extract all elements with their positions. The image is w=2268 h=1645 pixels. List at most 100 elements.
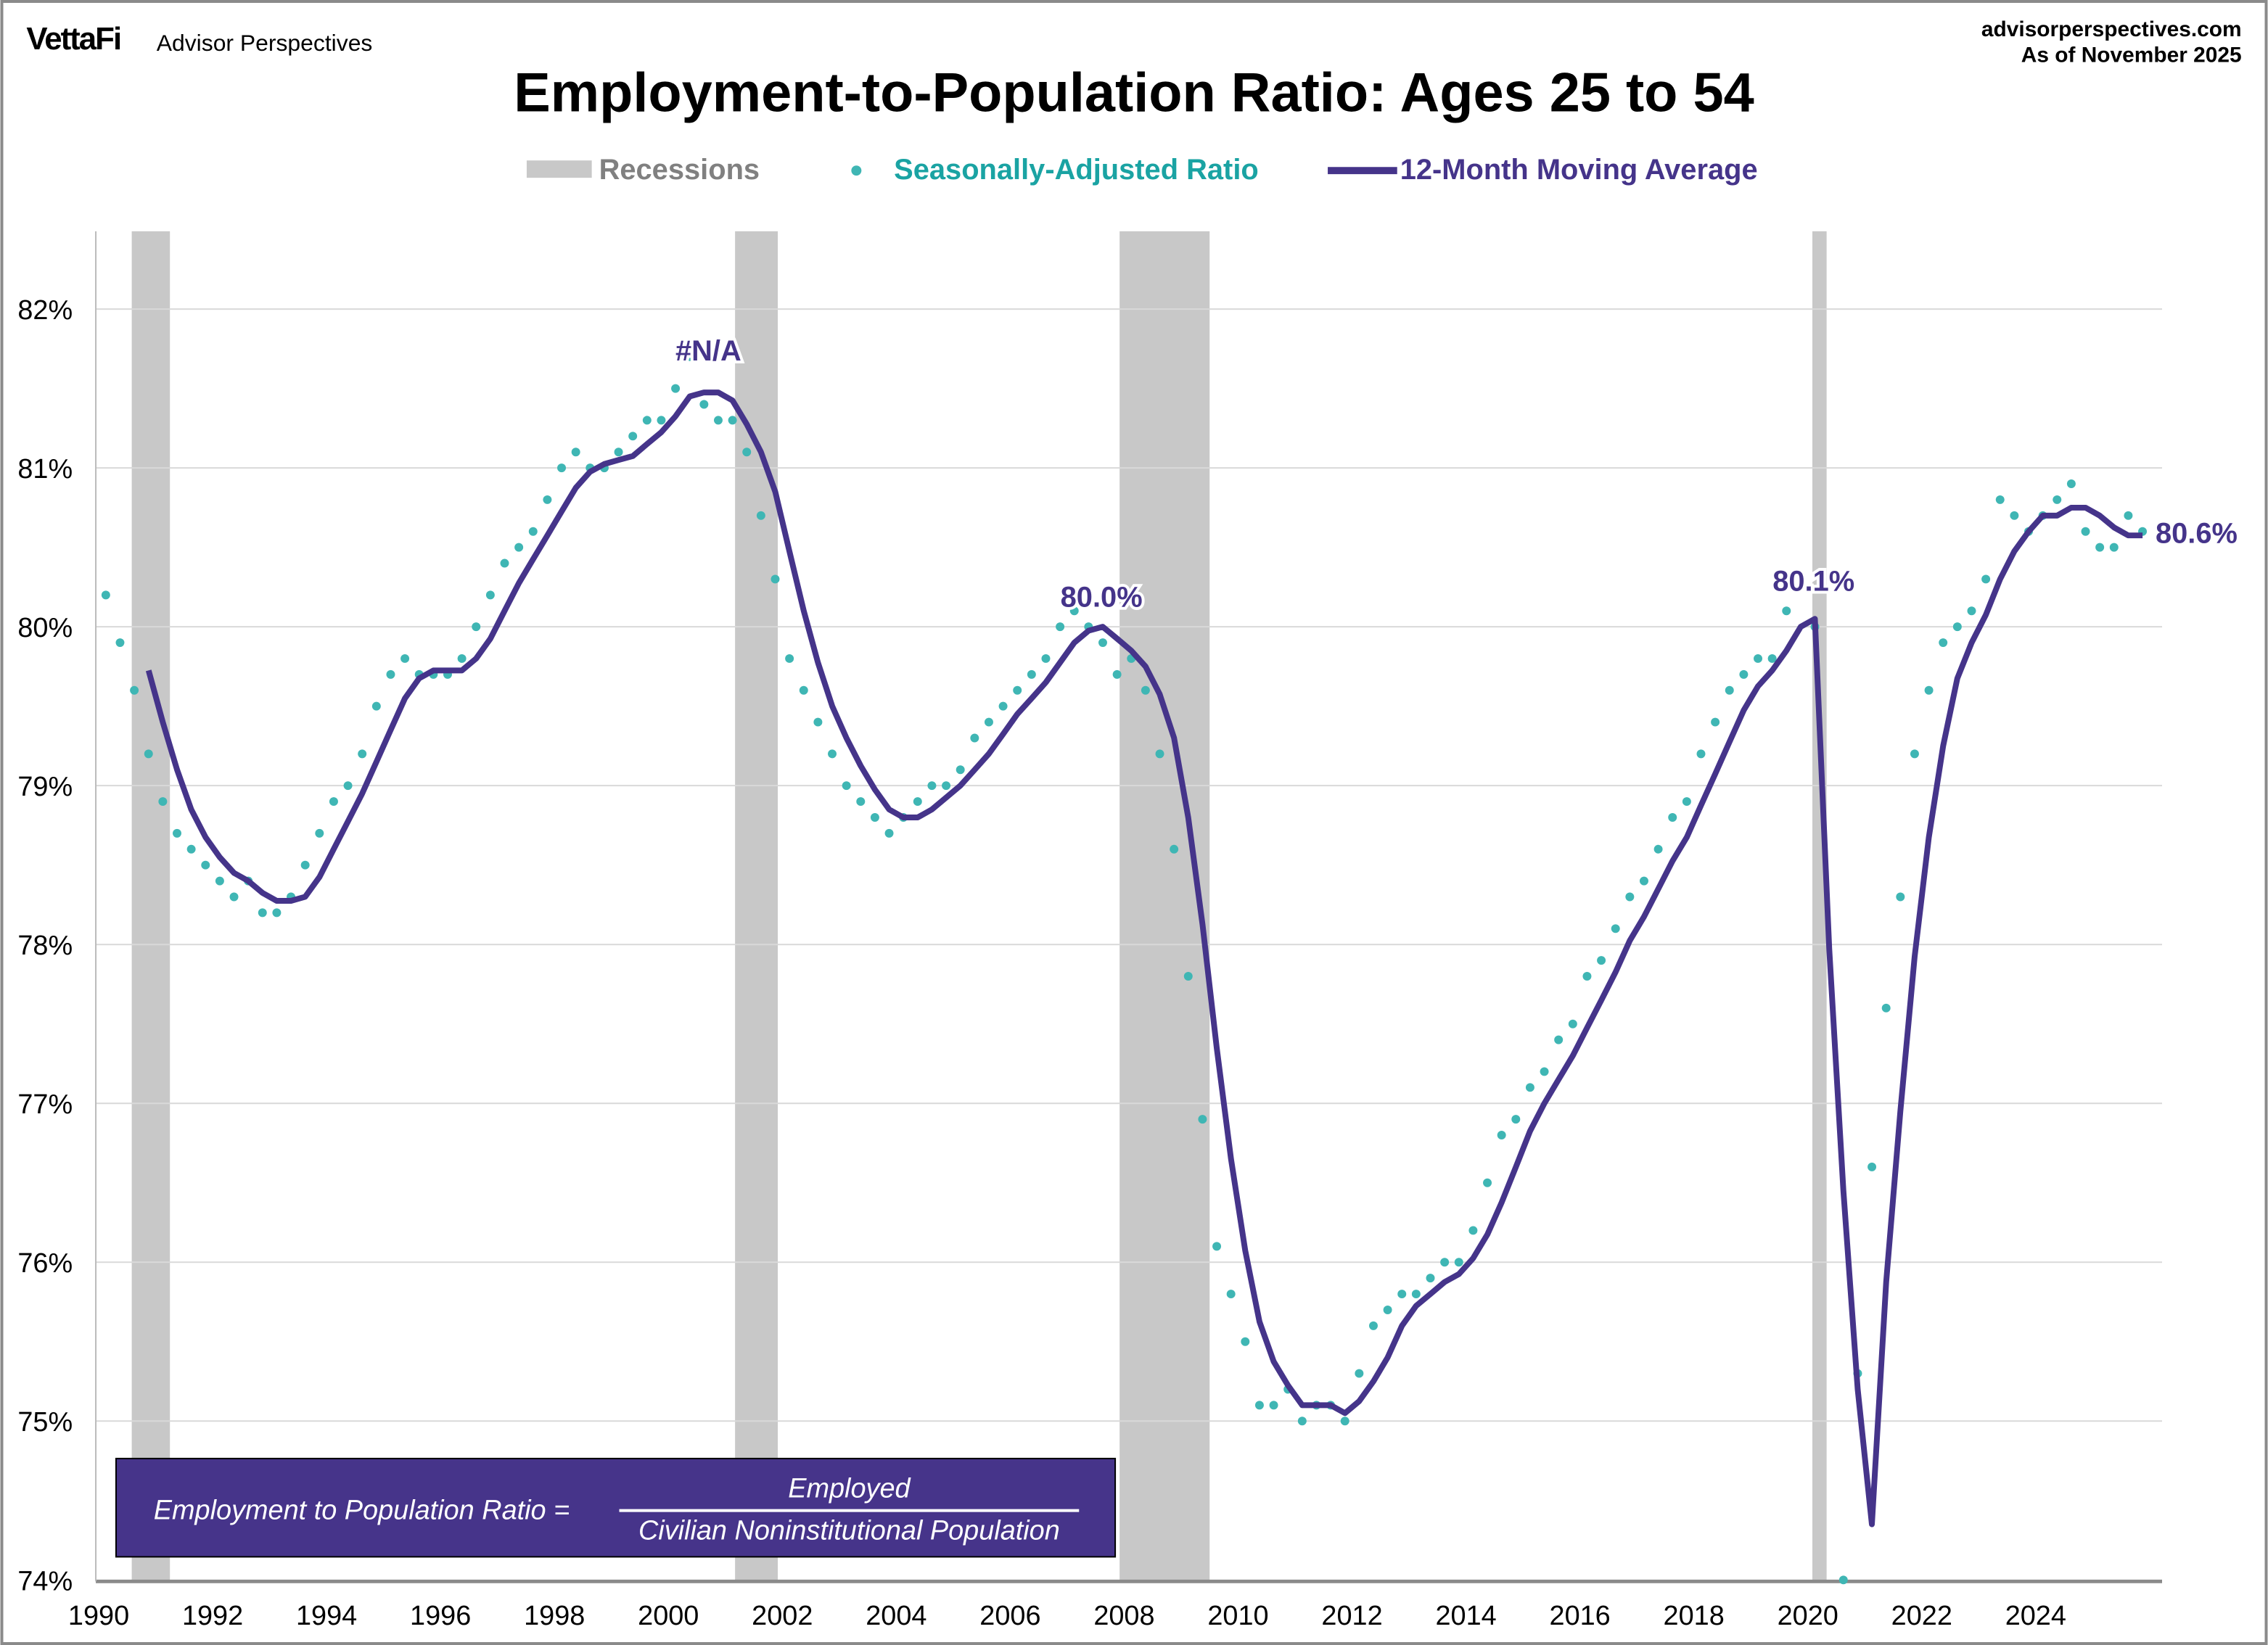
x-tick-label: 2006 — [979, 1601, 1040, 1631]
ratio-dot — [1069, 606, 1079, 616]
y-tick-label: 82% — [17, 295, 73, 326]
ratio-dot — [927, 781, 937, 791]
recession-bands — [131, 231, 1827, 1582]
ratio-dot — [1668, 813, 1677, 822]
ratio-dot — [300, 860, 310, 870]
y-tick-label: 75% — [17, 1407, 73, 1438]
recession-band — [1812, 231, 1827, 1582]
ratio-dot — [1582, 972, 1592, 981]
ratio-dot — [215, 876, 224, 886]
ratio-dot — [1611, 924, 1620, 933]
ratio-dot — [1881, 1003, 1891, 1013]
ratio-dot — [371, 701, 381, 711]
ratio-dot — [756, 511, 765, 520]
x-tick-label: 2004 — [866, 1601, 926, 1631]
legend: Recessions Seasonally-Adjusted Ratio 12-… — [526, 154, 1758, 186]
ratio-dot — [1155, 749, 1164, 759]
ratio-dot — [485, 590, 495, 600]
x-tick-label: 2012 — [1321, 1601, 1382, 1631]
ratio-dot — [884, 828, 894, 838]
formula-box: Employment to Population Ratio = Employe… — [115, 1457, 1117, 1558]
brand-subtitle: Advisor Perspectives — [157, 30, 373, 56]
legend-dot-marker — [851, 165, 862, 176]
ratio-dot — [1397, 1290, 1407, 1299]
ratio-dot — [1725, 685, 1734, 695]
ratio-dot — [1369, 1321, 1378, 1330]
ratio-dot — [329, 797, 338, 807]
ratio-dot — [343, 781, 353, 791]
ratio-dot — [1112, 669, 1122, 679]
ratio-dot — [2081, 527, 2090, 536]
ratio-dot — [1981, 574, 1991, 584]
x-tick-label: 2018 — [1664, 1601, 1725, 1631]
ratio-dot — [1226, 1290, 1236, 1299]
ratio-dot — [1440, 1258, 1450, 1267]
formula-numerator: Employed — [788, 1474, 911, 1504]
annotations: #N/A 80.0% 80.1% 80.6% — [673, 332, 2240, 616]
ratio-dot — [514, 543, 524, 552]
ratio-dot — [1511, 1115, 1521, 1124]
ratio-dot — [272, 908, 282, 918]
ratio-dot — [400, 654, 410, 663]
x-tick-label: 1990 — [68, 1601, 129, 1631]
ratio-dot — [1269, 1401, 1278, 1410]
ratio-dot — [1426, 1274, 1435, 1283]
ratio-dot — [956, 765, 965, 775]
formula-lhs: Employment to Population Ratio = — [154, 1496, 570, 1526]
ratio-dot — [842, 781, 851, 791]
ratio-dot — [528, 527, 538, 536]
ratio-dot — [1597, 956, 1606, 965]
ratio-dot — [1711, 717, 1720, 727]
ratio-dot — [1910, 749, 1919, 759]
ratio-dot — [158, 797, 168, 807]
ratio-dot — [628, 432, 638, 441]
y-tick-label: 81% — [17, 454, 73, 485]
x-tick-label: 2008 — [1093, 1601, 1154, 1631]
as-of-date: As of November 2025 — [2021, 44, 2242, 67]
ratio-dot — [1952, 622, 1962, 632]
ratio-dot — [1525, 1083, 1534, 1092]
ratio-dot — [813, 717, 823, 727]
ratio-dot — [1297, 1417, 1307, 1426]
annotation-label: #N/A — [675, 335, 741, 367]
ratio-dot — [1340, 1417, 1349, 1426]
x-tick-label: 2020 — [1778, 1601, 1838, 1631]
x-tick-label: 1994 — [296, 1601, 357, 1631]
x-tick-label: 2022 — [1891, 1601, 1952, 1631]
ratio-dot — [258, 908, 267, 918]
ratio-dot — [642, 416, 652, 425]
ratio-dot — [657, 416, 666, 425]
ratio-dot — [1739, 669, 1749, 679]
site-url: advisorperspectives.com — [1981, 17, 2242, 41]
ratio-dot — [1383, 1305, 1392, 1314]
annotation-label: 80.0% — [1061, 581, 1143, 613]
ratio-dot — [1554, 1035, 1564, 1044]
ratio-dot — [2066, 479, 2076, 489]
ratio-dot — [1967, 606, 1976, 616]
ratio-dot — [2010, 511, 2019, 520]
ratio-dot — [685, 352, 694, 361]
ratio-dot — [1056, 622, 1065, 632]
ratio-dot — [1483, 1178, 1492, 1187]
ratio-dot — [785, 654, 794, 663]
ratio-dot — [571, 448, 580, 457]
ratio-dot — [1653, 844, 1663, 854]
ratio-dot — [614, 448, 623, 457]
ratio-dot — [1241, 1337, 1250, 1346]
ratio-dot — [201, 860, 210, 870]
ratio-dot — [457, 654, 467, 663]
chart-title: Employment-to-Population Ratio: Ages 25 … — [514, 62, 1754, 123]
annotation-label: 80.1% — [1772, 565, 1854, 597]
annotation-label: 80.6% — [2156, 518, 2238, 550]
ratio-dot — [870, 813, 879, 822]
ratio-dot — [1198, 1115, 1207, 1124]
recession-band — [131, 231, 170, 1582]
x-tick-label: 1992 — [182, 1601, 243, 1631]
ratio-dot — [130, 685, 139, 695]
ratio-dot — [1767, 654, 1777, 663]
ratio-dot — [358, 749, 367, 759]
moving-average-line — [145, 389, 2143, 1528]
ratio-dot — [1041, 654, 1051, 663]
ratio-dot — [1170, 844, 1179, 854]
